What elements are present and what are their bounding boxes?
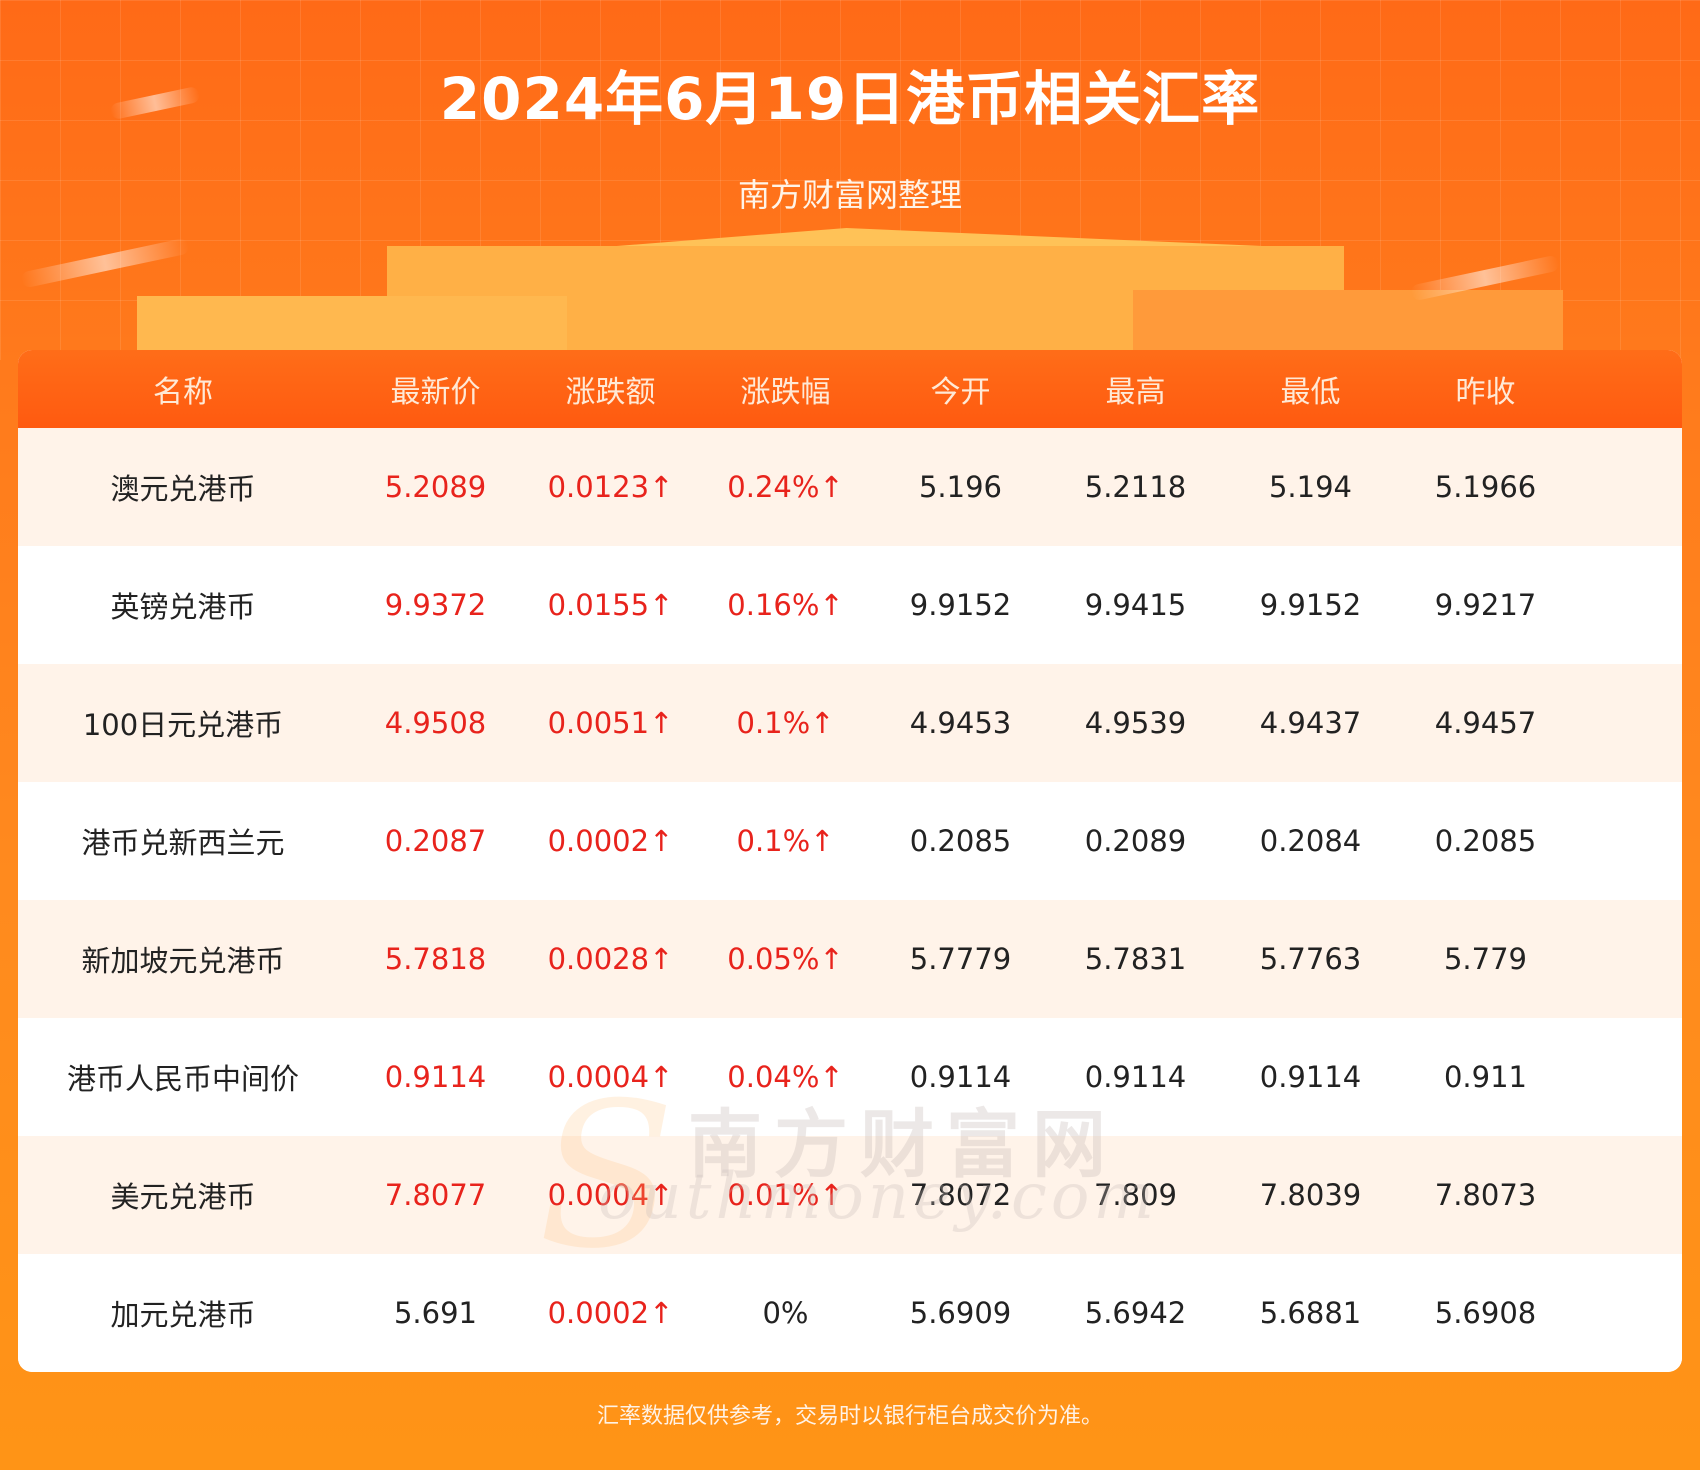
cell-name: 港币兑新西兰元 <box>81 826 285 860</box>
cell-change: 0.0123↑ <box>547 470 674 504</box>
cell-open: 7.8072 <box>909 1178 1012 1212</box>
header-change: 涨跌额 <box>565 375 656 410</box>
header-open: 今开 <box>930 375 991 410</box>
cell-low: 0.9114 <box>1259 1060 1362 1094</box>
cell-latest: 7.8077 <box>384 1178 487 1212</box>
cell-latest: 5.2089 <box>384 470 487 504</box>
page-subtitle: 南方财富网整理 <box>737 176 962 214</box>
cell-prev-close: 5.6908 <box>1434 1296 1537 1330</box>
cell-high: 9.9415 <box>1084 588 1187 622</box>
cell-change: 0.0002↑ <box>547 824 674 858</box>
cell-prev-close: 4.9457 <box>1434 706 1537 740</box>
table-row: 美元兑港币 7.8077 0.0004↑ 0.01%↑ 7.8072 7.809… <box>18 1136 1682 1254</box>
cell-latest: 5.7818 <box>384 942 487 976</box>
cell-open: 4.9453 <box>909 706 1012 740</box>
footer-disclaimer: 汇率数据仅供参考，交易时以银行柜台成交价为准。 <box>596 1404 1103 1429</box>
cell-change: 0.0051↑ <box>547 706 674 740</box>
cell-open: 0.9114 <box>909 1060 1012 1094</box>
cell-name: 100日元兑港币 <box>82 708 284 742</box>
cell-low: 7.8039 <box>1259 1178 1362 1212</box>
cell-change-pct: 0.16%↑ <box>727 588 844 622</box>
cell-prev-close: 5.1966 <box>1434 470 1537 504</box>
page-title: 2024年6月19日港币相关汇率 <box>439 65 1261 133</box>
cell-change-pct: 0.01%↑ <box>727 1178 844 1212</box>
cell-high: 4.9539 <box>1084 706 1187 740</box>
cell-change-pct: 0.24%↑ <box>727 470 844 504</box>
header-high: 最高 <box>1105 375 1166 410</box>
cell-latest: 5.691 <box>393 1296 478 1330</box>
cell-open: 5.7779 <box>909 942 1012 976</box>
cell-change-pct: 0.1%↑ <box>736 824 835 858</box>
cell-change-pct: 0.04%↑ <box>727 1060 844 1094</box>
cell-prev-close: 5.779 <box>1443 942 1528 976</box>
cell-low: 4.9437 <box>1259 706 1362 740</box>
cell-open: 5.196 <box>918 470 1003 504</box>
cell-name: 澳元兑港币 <box>110 472 256 506</box>
cell-low: 5.194 <box>1268 470 1353 504</box>
cell-latest: 4.9508 <box>384 706 487 740</box>
cell-change: 0.0004↑ <box>547 1178 674 1212</box>
decor-podium-right <box>1133 290 1563 350</box>
cell-low: 5.7763 <box>1259 942 1362 976</box>
cell-name: 港币人民币中间价 <box>66 1062 299 1096</box>
cell-high: 5.6942 <box>1084 1296 1187 1330</box>
cell-high: 0.9114 <box>1084 1060 1187 1094</box>
cell-change: 0.0155↑ <box>547 588 674 622</box>
cell-low: 0.2084 <box>1259 824 1362 858</box>
cell-high: 7.809 <box>1093 1178 1178 1212</box>
header-change-pct: 涨跌幅 <box>740 375 831 410</box>
cell-prev-close: 0.2085 <box>1434 824 1537 858</box>
table-row: 新加坡元兑港币 5.7818 0.0028↑ 0.05%↑ 5.7779 5.7… <box>18 900 1682 1018</box>
cell-high: 0.2089 <box>1084 824 1187 858</box>
cell-open: 5.6909 <box>909 1296 1012 1330</box>
cell-latest: 0.9114 <box>384 1060 487 1094</box>
table-row: 澳元兑港币 5.2089 0.0123↑ 0.24%↑ 5.196 5.2118… <box>18 428 1682 546</box>
cell-open: 0.2085 <box>909 824 1012 858</box>
cell-low: 9.9152 <box>1259 588 1362 622</box>
decor-podium-left <box>137 296 567 350</box>
cell-open: 9.9152 <box>909 588 1012 622</box>
cell-prev-close: 0.911 <box>1443 1060 1528 1094</box>
cell-name: 美元兑港币 <box>110 1180 256 1214</box>
table-row: 加元兑港币 5.691 0.0002↑ 0% 5.6909 5.6942 5.6… <box>18 1254 1682 1372</box>
rates-table: 名称 最新价 涨跌额 涨跌幅 今开 最高 最低 昨收 澳元兑港币 5.2089 … <box>18 350 1682 1372</box>
cell-name: 新加坡元兑港币 <box>81 944 285 978</box>
header-prev-close: 昨收 <box>1455 375 1516 410</box>
table-row: 英镑兑港币 9.9372 0.0155↑ 0.16%↑ 9.9152 9.941… <box>18 546 1682 664</box>
cell-latest: 0.2087 <box>384 824 487 858</box>
table-row: 港币人民币中间价 0.9114 0.0004↑ 0.04%↑ 0.9114 0.… <box>18 1018 1682 1136</box>
cell-name: 英镑兑港币 <box>110 590 256 624</box>
cell-change: 0.0004↑ <box>547 1060 674 1094</box>
table-header: 名称 最新价 涨跌额 涨跌幅 今开 最高 最低 昨收 <box>18 350 1682 428</box>
cell-change-pct: 0.05%↑ <box>727 942 844 976</box>
cell-prev-close: 9.9217 <box>1434 588 1537 622</box>
cell-prev-close: 7.8073 <box>1434 1178 1537 1212</box>
cell-latest: 9.9372 <box>384 588 487 622</box>
header-low: 最低 <box>1280 375 1341 410</box>
cell-change: 0.0028↑ <box>547 942 674 976</box>
table-row: 100日元兑港币 4.9508 0.0051↑ 0.1%↑ 4.9453 4.9… <box>18 664 1682 782</box>
cell-high: 5.7831 <box>1084 942 1187 976</box>
cell-low: 5.6881 <box>1259 1296 1362 1330</box>
cell-change-pct: 0% <box>762 1296 809 1330</box>
table-row: 港币兑新西兰元 0.2087 0.0002↑ 0.1%↑ 0.2085 0.20… <box>18 782 1682 900</box>
cell-high: 5.2118 <box>1084 470 1187 504</box>
header-name: 名称 <box>153 375 213 410</box>
cell-change-pct: 0.1%↑ <box>736 706 835 740</box>
cell-name: 加元兑港币 <box>110 1298 256 1332</box>
header-latest: 最新价 <box>390 375 481 410</box>
cell-change: 0.0002↑ <box>547 1296 674 1330</box>
